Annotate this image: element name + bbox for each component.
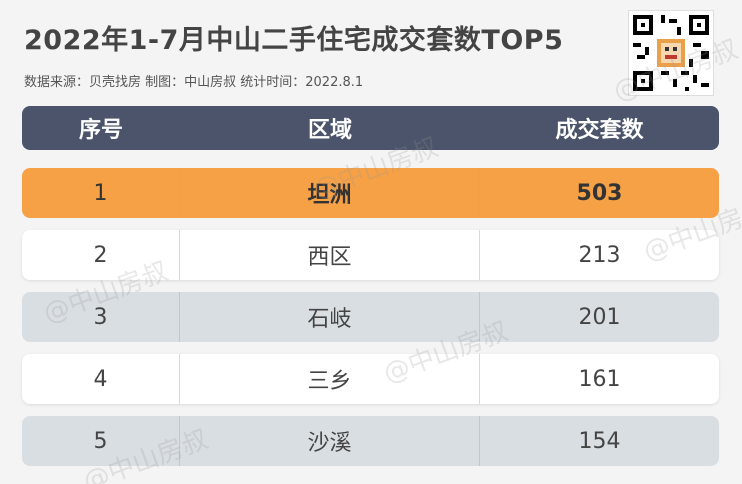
- rank-cell: 5: [22, 416, 180, 466]
- chart-subtitle: 数据来源：贝壳找房 制图：中山房叔 统计时间：2022.8.1: [24, 75, 364, 90]
- count-cell: 213: [578, 242, 621, 268]
- header-district: 区域: [307, 118, 352, 143]
- rank-cell: 1: [22, 168, 180, 218]
- rank-cell: 3: [22, 292, 180, 342]
- rank-cell: 2: [22, 230, 180, 280]
- table-row: 2 西区 213: [22, 230, 719, 280]
- table-header: 序号 区域 成交套数: [22, 106, 719, 150]
- district-cell: 坦洲: [180, 168, 480, 218]
- table-row: 4 三乡 161: [22, 354, 719, 404]
- count-cell: 154: [578, 428, 621, 454]
- count-cell: 503: [576, 180, 623, 206]
- chart-title: 2022年1-7月中山二手住宅成交套数TOP5: [24, 25, 564, 56]
- count-cell: 161: [578, 366, 621, 392]
- qr-code-icon: [628, 10, 714, 96]
- table-row: 5 沙溪 154: [22, 416, 719, 466]
- table-row: 3 石岐 201: [22, 292, 719, 342]
- district-cell: 三乡: [180, 354, 480, 404]
- district-cell: 西区: [180, 230, 480, 280]
- rank-cell: 4: [22, 354, 180, 404]
- district-cell: 石岐: [180, 292, 480, 342]
- header-rank: 序号: [78, 118, 123, 143]
- count-cell: 201: [578, 304, 621, 330]
- district-cell: 沙溪: [180, 416, 480, 466]
- table-row: 1 坦洲 503: [22, 168, 719, 218]
- header-count: 成交套数: [555, 118, 644, 143]
